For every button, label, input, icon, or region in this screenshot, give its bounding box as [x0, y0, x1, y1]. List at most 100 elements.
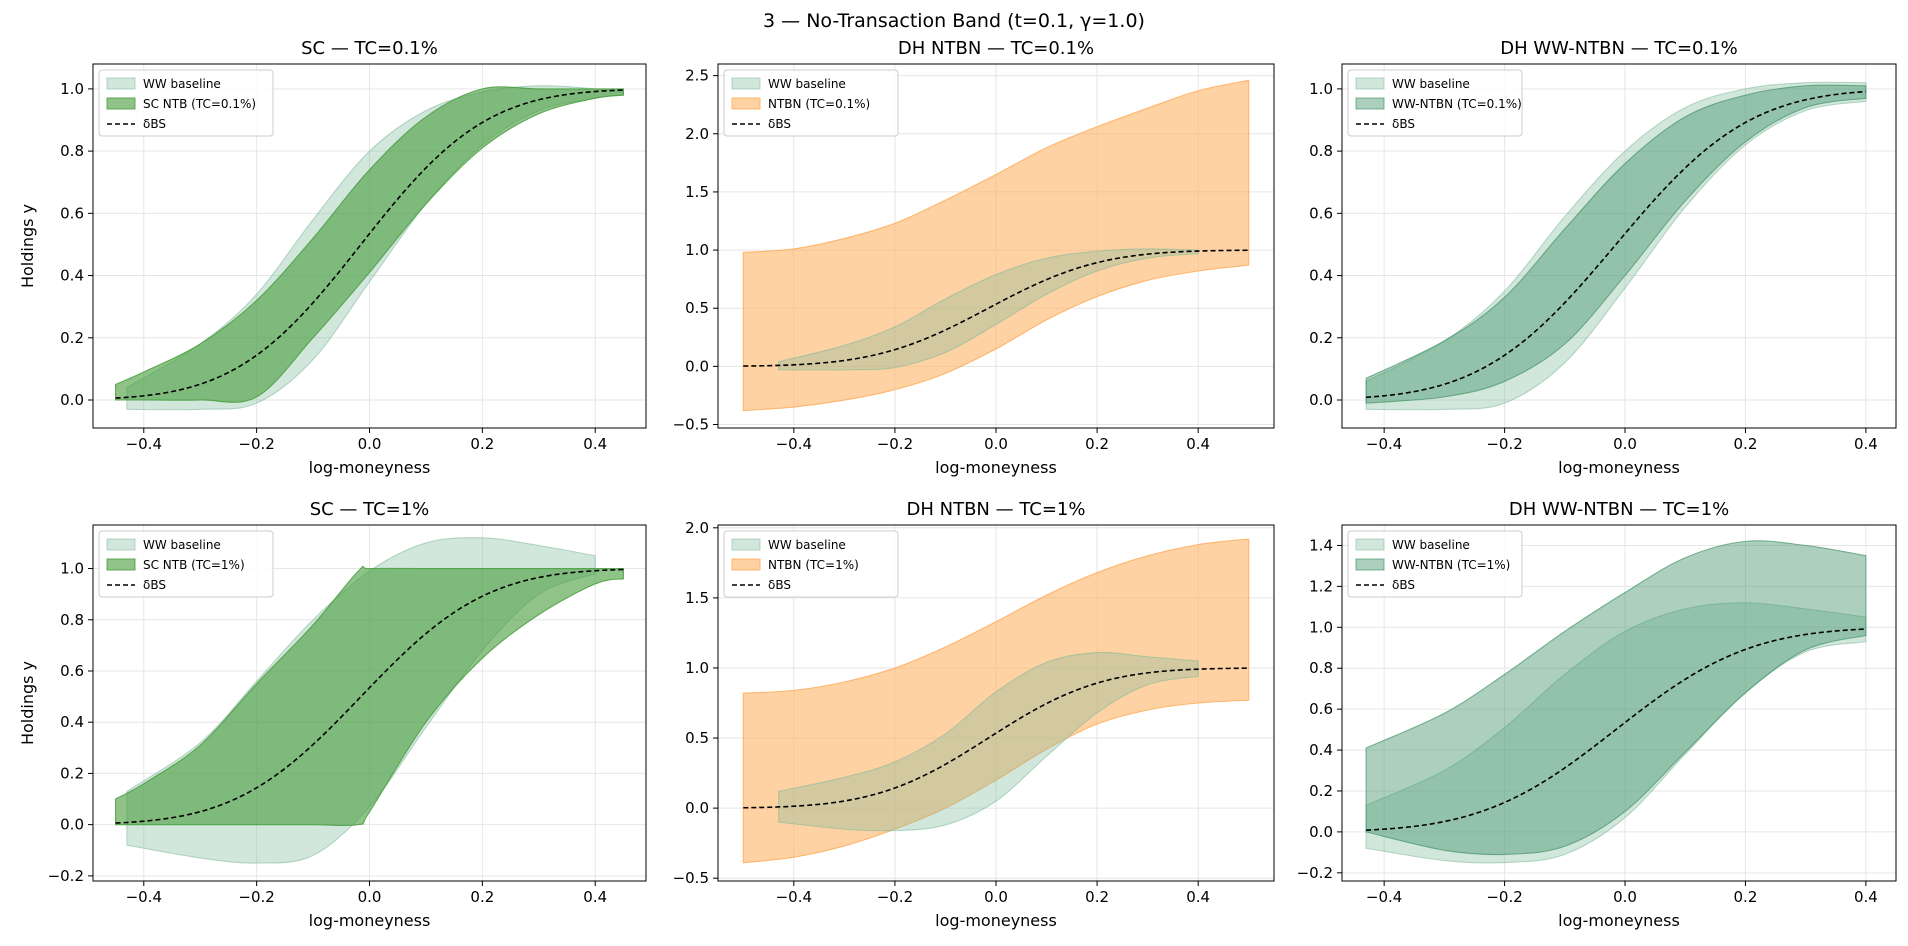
y-tick-label: 0.2: [60, 764, 84, 782]
y-tick-label: −0.2: [48, 867, 84, 885]
subplot: −0.4 −0.2 0.0 0.2 0.4 0.0 0.2 0.4 0.6 0.8 1.0 SC — …: [18, 38, 647, 477]
band-ww: [1365, 602, 1867, 864]
x-tick-label: 0.2: [1734, 435, 1758, 453]
legend: WW baseline SC NTB (TC=1%) δBS: [98, 530, 274, 598]
x-tick-label: 0.2: [1085, 888, 1109, 906]
legend-swatch: [731, 558, 761, 571]
x-tick-label: 0.4: [1854, 435, 1878, 453]
y-tick-label: 0.5: [685, 299, 709, 317]
x-tick-label: −0.2: [238, 888, 274, 906]
y-tick-label: 1.4: [1309, 536, 1333, 554]
x-tick-label: 0.4: [1854, 888, 1878, 906]
y-tick-label: 0.0: [1309, 823, 1333, 841]
delta-bs-line: [743, 667, 1249, 809]
axes-frame: [1341, 63, 1897, 429]
legend: WW baseline WW-NTBN (TC=1%) δBS: [1347, 530, 1523, 598]
y-tick-label: 1.0: [1309, 618, 1333, 636]
y-tick-label: 1.2: [1309, 577, 1333, 595]
legend-swatch: [1355, 538, 1385, 551]
band-wwntbn: [1365, 540, 1867, 856]
subplot: −0.4 −0.2 0.0 0.2 0.4 0.0 0.2 0.4 0.6 0.8 1.0 DH WW…: [1309, 38, 1897, 477]
y-tick-label: 0.2: [60, 329, 84, 347]
y-tick-label: 1.0: [60, 80, 84, 98]
band-ntbn: [742, 538, 1250, 864]
y-tick-label: −0.5: [673, 416, 709, 434]
x-tick-label: 0.4: [583, 888, 607, 906]
subplot-title: SC — TC=0.1%: [301, 38, 438, 59]
band-ww: [778, 248, 1199, 371]
y-tick-label: 0.4: [60, 713, 84, 731]
x-tick-label: −0.4: [126, 435, 162, 453]
y-tick-label: 0.0: [685, 799, 709, 817]
axes-frame: [1341, 524, 1897, 882]
y-tick-label: 0.2: [1309, 329, 1333, 347]
y-tick-label: 0.4: [60, 267, 84, 285]
delta-bs-line: [1366, 628, 1866, 831]
y-tick-label: 2.5: [685, 67, 709, 85]
x-tick-label: −0.2: [1486, 888, 1522, 906]
legend-label: WW baseline: [143, 538, 221, 552]
x-axis-label: log-moneyness: [1558, 458, 1680, 477]
legend-box: [1347, 69, 1523, 137]
plot-area: [1365, 540, 1867, 864]
y-tick-label: 1.0: [1309, 80, 1333, 98]
legend-label: NTBN (TC=1%): [768, 558, 859, 572]
legend-box: [723, 69, 899, 137]
legend-swatch: [1355, 77, 1385, 90]
legend-label: WW baseline: [768, 538, 846, 552]
x-axis-label: log-moneyness: [309, 458, 431, 477]
x-tick-label: 0.4: [1186, 435, 1210, 453]
legend-label: WW baseline: [768, 77, 846, 91]
subplot: −0.4 −0.2 0.0 0.2 0.4 −0.2 0.0 0.2 0.4 0.6 0.8 1.0 S…: [18, 499, 647, 930]
legend-swatch: [106, 558, 136, 571]
legend: WW baseline NTBN (TC=0.1%) δBS: [723, 69, 899, 137]
legend-label: WW baseline: [1392, 538, 1470, 552]
legend-label: WW baseline: [1392, 77, 1470, 91]
legend-box: [98, 69, 274, 137]
y-tick-label: 0.4: [1309, 267, 1333, 285]
x-axis-label: log-moneyness: [309, 911, 431, 930]
band-ww: [1365, 81, 1867, 411]
x-tick-label: 0.2: [470, 888, 494, 906]
y-tick-label: 0.2: [1309, 782, 1333, 800]
x-tick-label: 0.2: [1085, 435, 1109, 453]
x-tick-label: −0.4: [1366, 435, 1402, 453]
legend-label: NTBN (TC=0.1%): [768, 97, 870, 111]
x-tick-label: −0.2: [877, 435, 913, 453]
legend-box: [1347, 530, 1523, 598]
legend-label: δBS: [143, 117, 166, 131]
y-tick-label: 1.0: [685, 659, 709, 677]
delta-bs-line: [743, 249, 1249, 367]
y-tick-label: 2.0: [685, 519, 709, 537]
plot-area: [742, 538, 1250, 864]
legend-label: δBS: [143, 578, 166, 592]
legend-swatch: [731, 97, 761, 110]
delta-bs-line: [1366, 90, 1866, 399]
y-tick-label: −0.5: [673, 869, 709, 887]
subplot-title: DH NTBN — TC=0.1%: [898, 38, 1094, 59]
legend: WW baseline NTBN (TC=1%) δBS: [723, 530, 899, 598]
delta-bs-line: [115, 89, 624, 399]
legend-swatch: [106, 538, 136, 551]
legend-swatch: [1355, 558, 1385, 571]
y-tick-label: 0.8: [60, 142, 84, 160]
x-tick-label: −0.4: [776, 888, 812, 906]
y-tick-label: 1.0: [685, 241, 709, 259]
subplot-title: DH WW-NTBN — TC=1%: [1509, 499, 1729, 520]
plot-area: [115, 537, 624, 864]
y-tick-label: 0.8: [1309, 142, 1333, 160]
y-tick-label: 1.5: [685, 183, 709, 201]
x-tick-label: −0.2: [1486, 435, 1522, 453]
y-tick-label: 0.0: [1309, 391, 1333, 409]
legend-swatch: [731, 77, 761, 90]
y-tick-label: 0.6: [1309, 204, 1333, 222]
legend-label: WW-NTBN (TC=0.1%): [1392, 97, 1522, 111]
x-tick-label: 0.2: [1734, 888, 1758, 906]
y-axis-label: Holdings y: [18, 661, 37, 745]
y-tick-label: 0.6: [1309, 700, 1333, 718]
x-tick-label: 0.4: [1186, 888, 1210, 906]
subplot-title: SC — TC=1%: [310, 499, 430, 520]
plot-area: [115, 85, 624, 411]
legend-swatch: [106, 97, 136, 110]
y-tick-label: 0.5: [685, 729, 709, 747]
